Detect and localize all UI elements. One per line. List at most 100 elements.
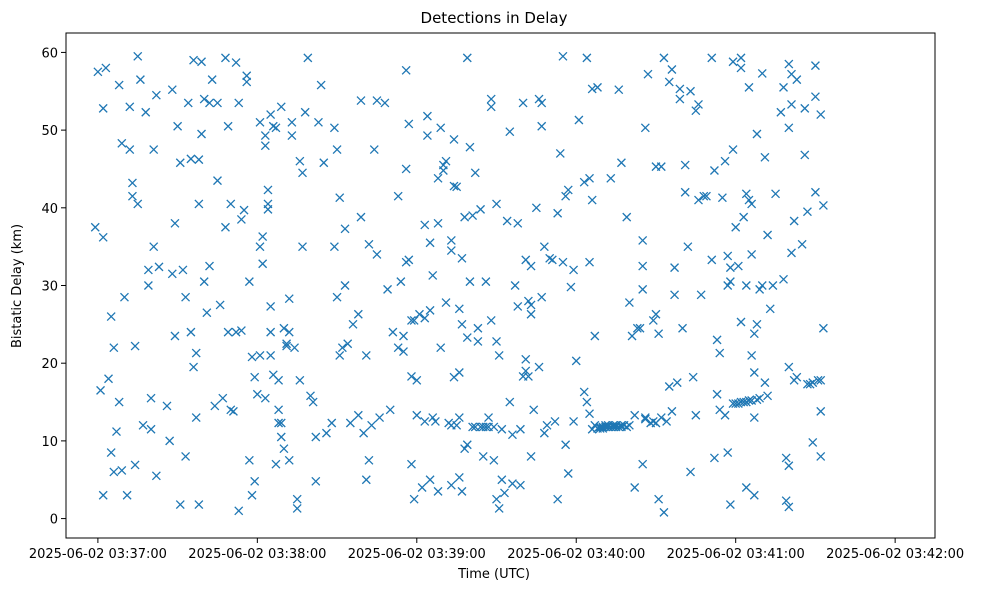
data-point — [505, 127, 515, 137]
data-point — [284, 294, 294, 304]
data-point — [252, 389, 262, 399]
data-point — [670, 263, 680, 273]
data-point — [215, 300, 225, 310]
data-point — [582, 397, 592, 407]
data-point — [779, 274, 788, 284]
data-point — [340, 281, 350, 290]
data-point — [563, 185, 573, 195]
data-point — [757, 281, 767, 290]
data-point — [595, 423, 605, 433]
x-tick-label: 2025-06-02 03:38:00 — [188, 547, 326, 562]
data-point — [457, 486, 467, 496]
data-point — [526, 309, 536, 319]
data-point — [452, 420, 462, 430]
data-point — [433, 173, 443, 183]
data-point — [282, 339, 292, 349]
data-point — [239, 205, 249, 215]
data-point — [744, 82, 754, 92]
data-point — [258, 232, 268, 242]
data-point — [672, 378, 682, 388]
data-point — [667, 65, 677, 74]
data-point — [539, 242, 549, 252]
data-point — [715, 348, 725, 358]
data-point — [199, 94, 209, 104]
data-point — [202, 308, 212, 318]
data-point — [731, 399, 741, 409]
data-point — [521, 366, 531, 376]
data-point — [728, 57, 738, 67]
data-point — [449, 181, 459, 191]
data-point — [242, 77, 252, 87]
data-point — [494, 350, 504, 360]
data-point — [236, 326, 246, 336]
data-point — [675, 84, 685, 94]
data-point — [125, 145, 135, 154]
data-point — [640, 414, 650, 424]
data-point — [731, 222, 741, 232]
data-point — [579, 387, 589, 397]
data-point — [454, 368, 464, 377]
data-point — [109, 467, 119, 477]
data-point — [282, 341, 292, 351]
data-point — [558, 51, 568, 61]
data-point — [683, 242, 693, 252]
data-point — [468, 422, 478, 432]
data-point — [622, 422, 632, 432]
data-point — [643, 69, 653, 79]
data-point — [816, 110, 826, 120]
data-point — [526, 300, 536, 310]
data-point — [686, 467, 695, 477]
data-point — [266, 110, 276, 120]
data-point — [175, 158, 185, 168]
data-point — [332, 145, 342, 154]
data-point — [632, 323, 642, 333]
data-point — [709, 166, 719, 175]
data-point — [462, 333, 472, 343]
data-point — [401, 164, 411, 174]
data-point — [457, 319, 467, 329]
data-point — [372, 249, 382, 259]
data-point — [449, 134, 459, 144]
data-point — [104, 374, 113, 384]
data-point — [752, 129, 762, 139]
data-point — [125, 102, 135, 112]
data-point — [680, 160, 690, 170]
data-point — [566, 282, 576, 292]
data-point — [234, 98, 244, 108]
data-point — [486, 316, 496, 325]
data-point — [662, 417, 672, 426]
data-point — [441, 298, 451, 308]
data-point — [266, 350, 276, 360]
data-point — [526, 261, 536, 271]
data-point — [274, 405, 284, 415]
data-point — [143, 265, 153, 275]
data-point — [694, 195, 703, 205]
data-point — [651, 309, 661, 319]
data-point — [263, 185, 273, 195]
data-point — [101, 63, 111, 73]
data-point — [353, 309, 363, 319]
data-point — [446, 480, 456, 490]
data-point — [321, 428, 331, 438]
data-point — [412, 375, 422, 385]
data-point — [537, 292, 547, 302]
data-point — [513, 218, 523, 228]
data-point — [579, 177, 589, 187]
data-point — [712, 335, 722, 345]
data-point — [428, 413, 438, 423]
data-point — [343, 339, 353, 349]
data-point — [279, 323, 289, 333]
data-point — [624, 298, 634, 308]
data-point — [473, 323, 483, 333]
data-point — [181, 451, 191, 461]
data-point — [298, 242, 307, 252]
data-point — [627, 331, 637, 341]
data-point — [553, 208, 563, 218]
data-point — [191, 413, 201, 423]
data-point — [507, 479, 517, 489]
data-point — [127, 178, 137, 188]
data-point — [792, 75, 802, 85]
data-point — [186, 154, 196, 164]
data-point — [197, 57, 206, 67]
data-point — [292, 504, 302, 513]
